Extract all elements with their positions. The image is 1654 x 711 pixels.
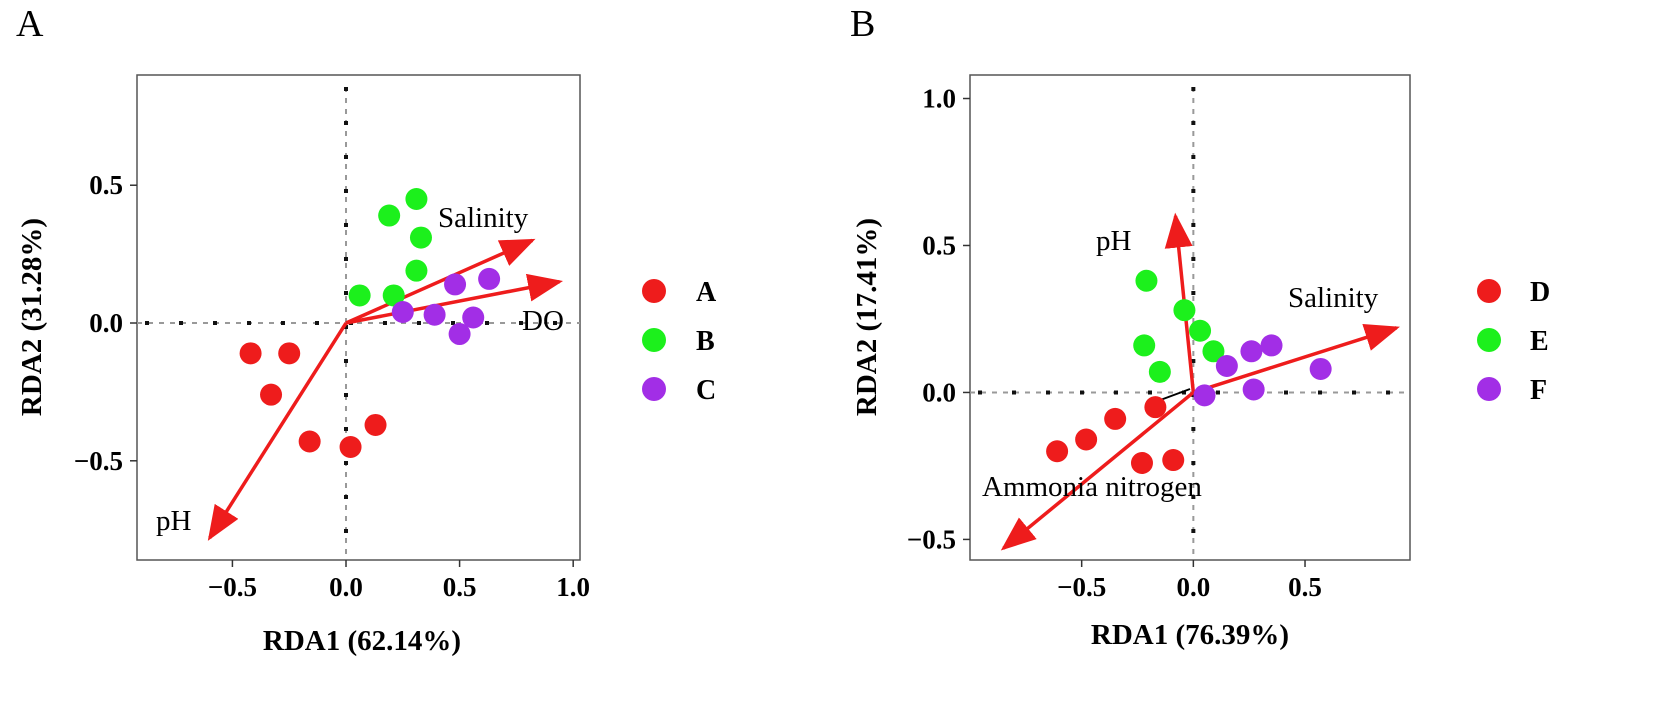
point-group-c bbox=[423, 303, 446, 326]
point-group-d bbox=[1144, 396, 1167, 419]
panel-b-arrow-label-ammonia-nitrogen: Ammonia nitrogen bbox=[982, 471, 1202, 503]
legend-label-c: C bbox=[696, 375, 716, 406]
point-group-a bbox=[339, 436, 362, 459]
panel-a-y-tick-label: 0.0 bbox=[89, 308, 123, 338]
legend-swatch-d bbox=[1477, 279, 1501, 303]
point-group-e bbox=[1135, 269, 1158, 292]
point-group-a bbox=[260, 383, 283, 406]
panel-b-arrow-label-salinity: Salinity bbox=[1288, 282, 1379, 314]
point-group-a bbox=[364, 413, 387, 436]
panel-b-x-tick-label: 0.0 bbox=[1176, 572, 1210, 602]
point-group-f bbox=[1240, 340, 1263, 363]
panel-a-x-tick-label: 0.0 bbox=[329, 572, 363, 602]
panel-a-points bbox=[239, 188, 501, 459]
panel-a-y-ticks: −0.5 0.0 0.5 bbox=[74, 170, 137, 476]
point-group-d bbox=[1075, 428, 1098, 451]
panel-a-arrow-do bbox=[345, 273, 563, 325]
point-group-a bbox=[278, 342, 301, 365]
panel-a-arrow-label-salinity: Salinity bbox=[438, 202, 529, 234]
panel-b-arrow-label-ph: pH bbox=[1096, 225, 1132, 257]
panel-a-arrows bbox=[207, 238, 563, 541]
panel-b-y-axis-title: RDA2 (17.41%) bbox=[851, 218, 883, 416]
panel-b-zero-lines bbox=[970, 87, 1410, 560]
legend-label-b: B bbox=[696, 326, 715, 357]
point-group-e bbox=[1148, 360, 1171, 383]
panel-a-y-tick-label: −0.5 bbox=[74, 446, 123, 476]
point-group-c bbox=[478, 267, 501, 290]
legend-swatch-b bbox=[642, 328, 666, 352]
legend-swatch-e bbox=[1477, 328, 1501, 352]
panel-a-arrow-ph bbox=[207, 322, 348, 541]
point-group-e bbox=[1202, 340, 1225, 363]
panel-a-plot-frame bbox=[136, 74, 581, 561]
point-group-d bbox=[1046, 440, 1069, 463]
panel-a-zero-lines bbox=[137, 87, 580, 560]
panel-b: B −0.5 0.0 0.5 −0.5 0.0 0.5 1.0 pH Salinity A… bbox=[850, 3, 1550, 651]
point-group-b bbox=[409, 226, 432, 249]
panel-a: A −0.5 0.0 0.5 1.0 −0.5 0.0 0.5 Salinity DO p… bbox=[16, 3, 717, 657]
point-group-b bbox=[405, 188, 428, 211]
point-group-d bbox=[1130, 452, 1153, 474]
point-group-e bbox=[1133, 334, 1156, 357]
panel-b-letter: B bbox=[850, 3, 875, 45]
panel-a-legend: A B C bbox=[642, 277, 717, 406]
panel-b-y-tick-label: 1.0 bbox=[922, 84, 956, 114]
point-group-c bbox=[462, 306, 485, 329]
point-group-e bbox=[1173, 299, 1196, 322]
panel-a-letter: A bbox=[16, 3, 44, 45]
legend-label-d: D bbox=[1530, 277, 1550, 308]
panel-a-x-tick-label: −0.5 bbox=[208, 572, 257, 602]
point-group-c bbox=[448, 323, 471, 346]
panel-a-x-tick-label: 0.5 bbox=[443, 572, 477, 602]
panel-a-y-axis-title: RDA2 (31.28%) bbox=[16, 218, 48, 416]
legend-label-e: E bbox=[1530, 326, 1549, 357]
legend-swatch-a bbox=[642, 279, 666, 303]
point-group-c bbox=[391, 300, 414, 323]
panel-b-y-tick-label: 0.5 bbox=[922, 230, 956, 260]
point-group-f bbox=[1215, 355, 1238, 377]
panel-a-arrow-label-ph: pH bbox=[156, 505, 192, 537]
panel-a-arrow-label-do: DO bbox=[522, 305, 564, 337]
panel-b-y-tick-label: 0.0 bbox=[922, 377, 956, 407]
panel-b-points bbox=[1046, 269, 1332, 474]
panel-b-arrow-salinity bbox=[1192, 323, 1400, 395]
point-group-f bbox=[1242, 378, 1265, 401]
point-group-d bbox=[1104, 407, 1127, 430]
panel-b-y-ticks: −0.5 0.0 0.5 1.0 bbox=[907, 84, 970, 554]
panel-a-y-tick-label: 0.5 bbox=[89, 170, 123, 200]
point-group-b bbox=[348, 284, 371, 307]
point-group-f bbox=[1309, 357, 1332, 380]
point-group-f bbox=[1193, 384, 1216, 407]
panel-b-legend: D E F bbox=[1477, 277, 1550, 406]
legend-label-f: F bbox=[1530, 375, 1547, 406]
legend-swatch-c bbox=[642, 377, 666, 401]
panel-a-x-tick-label: 1.0 bbox=[556, 572, 590, 602]
point-group-e bbox=[1189, 319, 1212, 342]
point-group-b bbox=[405, 259, 428, 282]
panel-b-x-tick-label: −0.5 bbox=[1057, 572, 1106, 602]
panel-a-arrow-salinity bbox=[345, 238, 536, 325]
point-group-a bbox=[239, 342, 262, 365]
point-group-c bbox=[444, 273, 467, 296]
panel-a-x-axis-title: RDA1 (62.14%) bbox=[263, 625, 461, 657]
point-group-b bbox=[382, 284, 405, 307]
point-group-a bbox=[298, 430, 321, 453]
panel-b-x-ticks: −0.5 0.0 0.5 bbox=[1057, 560, 1322, 602]
legend-swatch-f bbox=[1477, 377, 1501, 401]
panel-b-arrow-ammonia-nitrogen bbox=[1000, 391, 1195, 551]
point-group-f bbox=[1260, 334, 1283, 357]
panel-a-x-ticks: −0.5 0.0 0.5 1.0 bbox=[208, 560, 590, 602]
legend-label-a: A bbox=[696, 277, 717, 308]
panel-b-plot-frame bbox=[969, 74, 1411, 561]
panel-b-y-tick-label: −0.5 bbox=[907, 524, 956, 554]
point-group-b bbox=[378, 204, 401, 227]
panel-b-x-tick-label: 0.5 bbox=[1288, 572, 1322, 602]
panel-b-x-axis-title: RDA1 (76.39%) bbox=[1091, 619, 1289, 651]
point-group-d bbox=[1162, 449, 1185, 472]
